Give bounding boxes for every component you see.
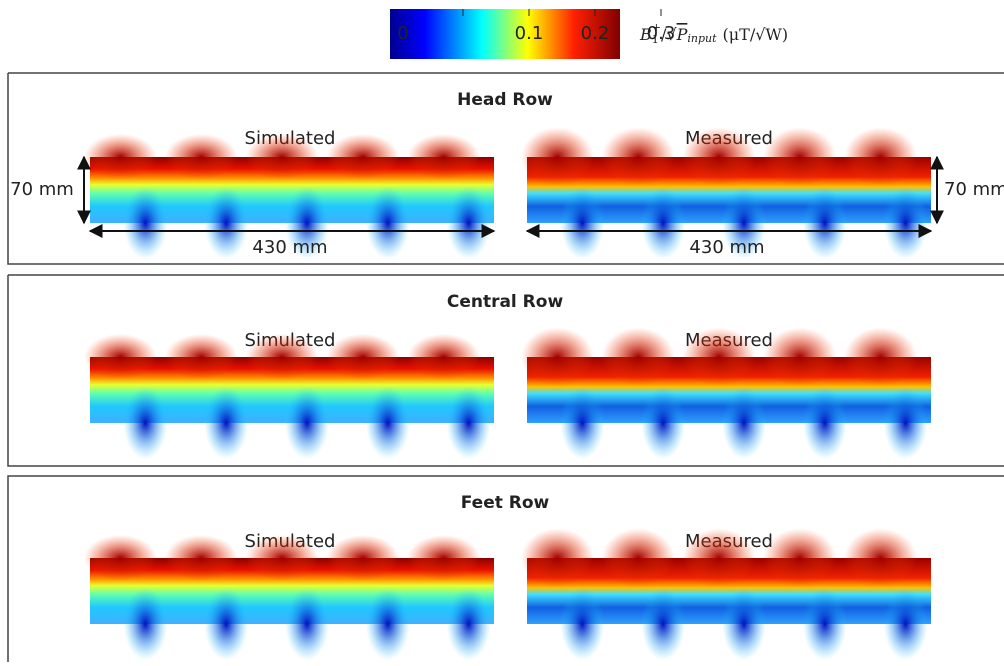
map-high bbox=[601, 327, 675, 387]
map-low bbox=[560, 186, 605, 260]
map-low bbox=[285, 186, 329, 260]
map-high bbox=[763, 528, 837, 588]
map-low bbox=[285, 587, 329, 661]
map-low bbox=[446, 186, 491, 260]
map-low bbox=[802, 186, 847, 260]
map-low bbox=[722, 587, 766, 661]
map-low bbox=[204, 587, 249, 661]
map-high bbox=[84, 133, 157, 181]
panel-frame bbox=[7, 475, 1004, 666]
map-high bbox=[245, 534, 319, 582]
map-high bbox=[682, 528, 756, 588]
map-low bbox=[123, 186, 168, 260]
map-high bbox=[326, 333, 400, 381]
panel-title: Feet Row bbox=[461, 493, 550, 513]
colorbar-tick-label: 0.2 bbox=[581, 23, 610, 44]
map-high bbox=[844, 127, 917, 187]
dimension-label: 70 mm bbox=[10, 179, 74, 200]
map-high bbox=[601, 127, 675, 187]
map-low bbox=[883, 186, 928, 260]
map-high bbox=[84, 333, 157, 381]
map-low bbox=[204, 386, 249, 460]
panel: Feet RowSimulatedMeasured bbox=[7, 475, 1004, 666]
map-low bbox=[883, 587, 928, 661]
dimension-label: 70 mm bbox=[944, 179, 1004, 200]
map-high bbox=[326, 534, 400, 582]
colorbar-tick-label: 0.1 bbox=[515, 23, 544, 44]
map-high bbox=[844, 528, 917, 588]
map-high bbox=[164, 333, 238, 381]
map-high bbox=[407, 534, 480, 582]
map-high bbox=[763, 127, 837, 187]
map-high bbox=[245, 133, 319, 181]
map-high bbox=[521, 528, 594, 588]
map-low bbox=[722, 386, 766, 460]
map-low bbox=[641, 186, 686, 260]
map-low bbox=[285, 386, 329, 460]
map-high bbox=[326, 133, 400, 181]
map-low bbox=[204, 186, 249, 260]
map-low bbox=[802, 386, 847, 460]
map-high bbox=[245, 333, 319, 381]
map-low bbox=[446, 386, 491, 460]
dimension-label: 430 mm bbox=[689, 237, 764, 258]
map-low bbox=[365, 587, 410, 661]
map-high bbox=[164, 133, 238, 181]
map-high bbox=[763, 327, 837, 387]
panel: Central RowSimulatedMeasured bbox=[7, 274, 1004, 467]
map-low bbox=[641, 386, 686, 460]
map-high bbox=[521, 327, 594, 387]
map-low bbox=[883, 386, 928, 460]
map-high bbox=[682, 327, 756, 387]
map-high bbox=[601, 528, 675, 588]
map-low bbox=[722, 186, 766, 260]
panel-frame bbox=[7, 72, 1004, 265]
map-high bbox=[407, 133, 480, 181]
colorbar-tick-label: 0 bbox=[397, 23, 408, 44]
map-low bbox=[560, 386, 605, 460]
panel-title: Head Row bbox=[457, 90, 553, 110]
panel-title: Central Row bbox=[447, 292, 564, 312]
colorbar bbox=[390, 9, 620, 59]
map-high bbox=[682, 127, 756, 187]
panel-frame bbox=[7, 274, 1004, 467]
map-low bbox=[123, 587, 168, 661]
colorbar-tick-label: 0.3 bbox=[647, 23, 676, 44]
map-low bbox=[123, 386, 168, 460]
colorbar-label: B1+/√Pinput (μT/√W) bbox=[639, 21, 788, 46]
map-low bbox=[365, 186, 410, 260]
dimension-label: 430 mm bbox=[252, 237, 327, 258]
map-low bbox=[365, 386, 410, 460]
map-low bbox=[446, 587, 491, 661]
map-low bbox=[641, 587, 686, 661]
map-high bbox=[521, 127, 594, 187]
map-high bbox=[407, 333, 480, 381]
map-high bbox=[84, 534, 157, 582]
map-low bbox=[560, 587, 605, 661]
map-low bbox=[802, 587, 847, 661]
map-high bbox=[844, 327, 917, 387]
map-high bbox=[164, 534, 238, 582]
